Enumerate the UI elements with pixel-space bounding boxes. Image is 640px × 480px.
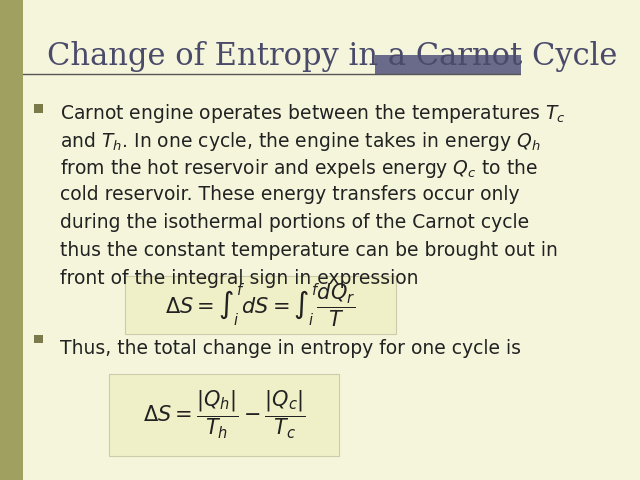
- Text: thus the constant temperature can be brought out in: thus the constant temperature can be bro…: [60, 241, 558, 260]
- Text: $\Delta S = \int_{i}^{f} dS = \int_{i}^{f} \dfrac{dQ_r}{T}$: $\Delta S = \int_{i}^{f} dS = \int_{i}^{…: [165, 281, 356, 329]
- FancyBboxPatch shape: [109, 374, 339, 456]
- FancyBboxPatch shape: [125, 276, 396, 334]
- Text: $\Delta S = \dfrac{|Q_h|}{T_h} - \dfrac{|Q_c|}{T_c}$: $\Delta S = \dfrac{|Q_h|}{T_h} - \dfrac{…: [143, 389, 305, 441]
- Text: cold reservoir. These energy transfers occur only: cold reservoir. These energy transfers o…: [60, 185, 520, 204]
- Text: and $T_h$. In one cycle, the engine takes in energy $Q_h$: and $T_h$. In one cycle, the engine take…: [60, 130, 540, 153]
- Bar: [375, 55, 521, 74]
- Text: front of the integral sign in expression: front of the integral sign in expression: [60, 269, 419, 288]
- Text: during the isothermal portions of the Carnot cycle: during the isothermal portions of the Ca…: [60, 213, 529, 232]
- Text: Carnot engine operates between the temperatures $T_c$: Carnot engine operates between the tempe…: [60, 102, 566, 125]
- Text: Thus, the total change in entropy for one cycle is: Thus, the total change in entropy for on…: [60, 339, 521, 359]
- Bar: [34, 104, 44, 113]
- Text: Change of Entropy in a Carnot Cycle: Change of Entropy in a Carnot Cycle: [47, 41, 617, 72]
- Bar: [34, 335, 44, 343]
- Text: from the hot reservoir and expels energy $Q_c$ to the: from the hot reservoir and expels energy…: [60, 157, 538, 180]
